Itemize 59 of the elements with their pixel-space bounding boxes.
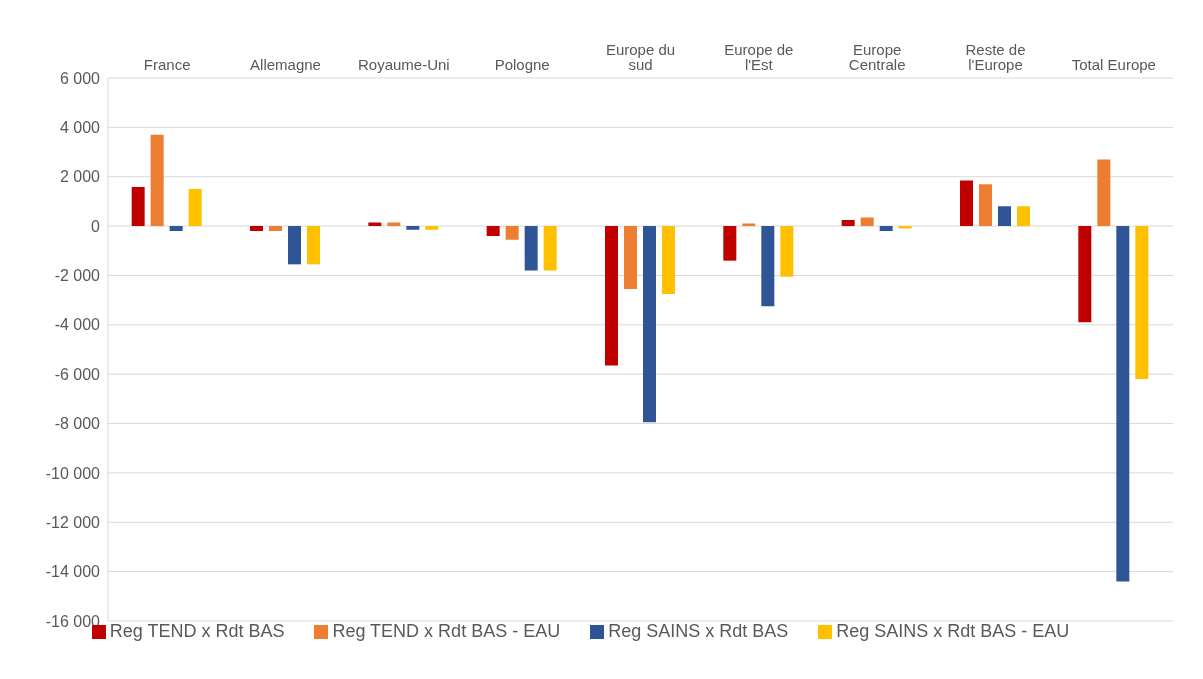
- bar: [780, 226, 794, 277]
- legend-label: Reg SAINS x Rdt BAS - EAU: [836, 621, 1070, 641]
- bar: [307, 226, 320, 265]
- bar: [505, 226, 519, 240]
- bar: [723, 226, 737, 261]
- bar: [387, 222, 401, 227]
- x-tick-label: Reste de l'Europe: [965, 41, 1026, 73]
- bar: [269, 226, 282, 232]
- bar: [841, 219, 855, 227]
- bar: [524, 226, 538, 271]
- y-tick-label: 0: [91, 217, 101, 235]
- bar: [979, 184, 992, 227]
- bar: [169, 226, 183, 232]
- bar: [288, 226, 301, 265]
- bar: [131, 187, 145, 227]
- bar: [1135, 226, 1149, 380]
- bar: [368, 222, 382, 227]
- bar: [406, 226, 420, 230]
- y-tick-label: -2 000: [54, 267, 101, 285]
- x-tick-label: Allemagne: [250, 56, 321, 73]
- x-tick-label: Pologne: [494, 56, 550, 73]
- bar: [761, 226, 775, 307]
- y-tick-label: -12 000: [45, 513, 101, 531]
- y-tick-label: 4 000: [59, 119, 101, 137]
- y-tick-label: -10 000: [45, 464, 101, 482]
- bar: [425, 226, 439, 230]
- x-tick-label: Europe du sud: [605, 41, 676, 73]
- legend-label: Reg TEND x Rdt BAS - EAU: [332, 621, 561, 641]
- bar: [998, 206, 1011, 227]
- x-tick-label: Europe de l'Est: [724, 41, 794, 73]
- x-tick-label: Royaume-Uni: [357, 56, 450, 73]
- bar: [960, 180, 973, 227]
- bar: [860, 217, 874, 227]
- y-tick-label: -6 000: [54, 365, 101, 383]
- bar: [898, 226, 912, 229]
- y-tick-label: 6 000: [59, 69, 101, 87]
- bar: [188, 189, 202, 227]
- bar: [150, 134, 164, 227]
- y-tick-label: 2 000: [59, 168, 101, 186]
- bar: [1078, 226, 1092, 323]
- legend-label: Reg SAINS x Rdt BAS: [608, 621, 789, 641]
- bar: [605, 226, 618, 366]
- bar: [1116, 226, 1130, 582]
- bar: [543, 226, 557, 271]
- bar: [879, 226, 893, 232]
- y-tick-label: -14 000: [45, 563, 101, 581]
- bar: [1017, 206, 1030, 227]
- x-tick-label: Europe Centrale: [848, 41, 906, 73]
- bar: [1097, 159, 1111, 227]
- bar: [250, 226, 263, 232]
- bar: [662, 226, 675, 294]
- x-tick-label: France: [143, 56, 191, 73]
- y-tick-label: -4 000: [54, 316, 101, 334]
- x-tick-label: Total Europe: [1071, 56, 1156, 73]
- bar: [486, 226, 500, 236]
- y-tick-label: -8 000: [54, 415, 101, 433]
- legend-label: Reg TEND x Rdt BAS: [109, 621, 285, 641]
- bar: [624, 226, 637, 290]
- bar: [643, 226, 656, 423]
